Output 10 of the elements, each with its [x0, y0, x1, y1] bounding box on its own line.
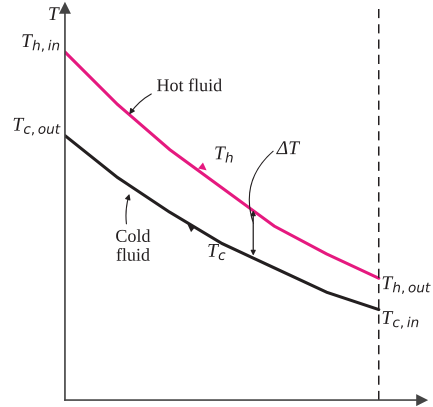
y-axis-title: T — [49, 7, 60, 20]
annotation: ΔT — [276, 141, 300, 154]
legend-label: Cold fluid — [116, 229, 150, 261]
annotation: T$_{c}$ — [208, 244, 226, 260]
annotation: T$_{c,in}$ — [382, 311, 418, 329]
annotation: T$_{h}$ — [215, 146, 233, 162]
annotation: T$_{h,out}$ — [382, 276, 431, 294]
series-label: Hot fluid — [156, 78, 222, 92]
text: T$_{h,in}$ — [22, 34, 60, 52]
text: T$_{c,out}$ — [14, 118, 61, 136]
